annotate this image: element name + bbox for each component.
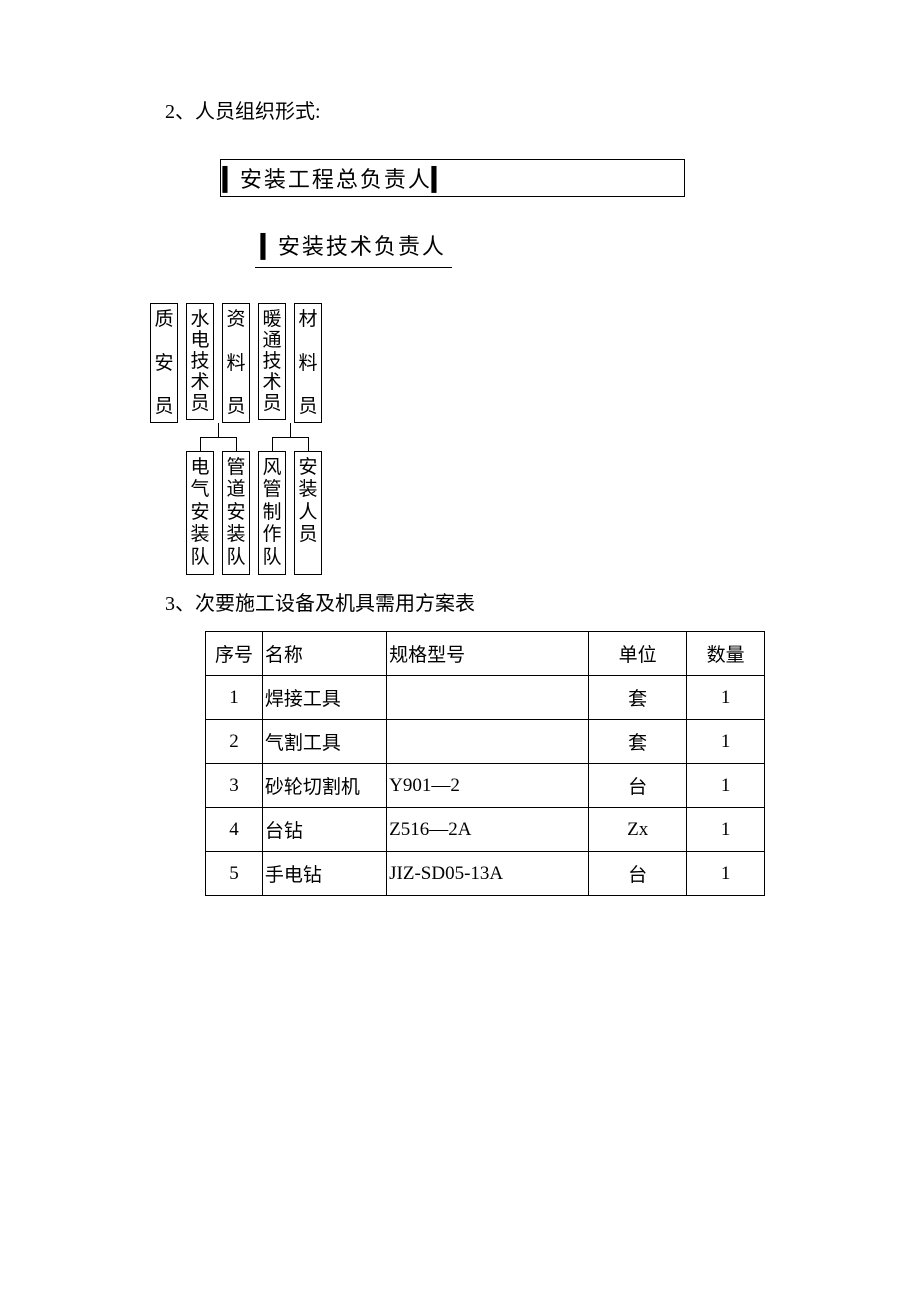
branch-col-water-elec: 水 电 技 术 员 [186, 303, 214, 423]
table-row: 2 气割工具 套 1 [206, 720, 765, 764]
tech-chief-box: ▎安装技术负责人 [255, 227, 452, 268]
branch-group-right: 风 管 制 作 队 安 装 人 员 [258, 423, 322, 575]
tech-chief-text: 安装技术负责人 [278, 234, 446, 259]
row2-right: 风 管 制 作 队 安 装 人 员 [258, 451, 322, 575]
th-spec: 规格型号 [387, 632, 589, 676]
role-doc: 资 料 员 [222, 303, 250, 423]
th-unit: 单位 [589, 632, 687, 676]
table-row: 4 台钻 Z516—2A Zx 1 [206, 808, 765, 852]
section3-title: 3、次要施工设备及机具需用方案表 [165, 587, 755, 616]
vertical-bar-left: ▎ [223, 167, 240, 192]
table-header-row: 序号 名称 规格型号 单位 数量 [206, 632, 765, 676]
vertical-bar-left: ▎ [261, 234, 278, 259]
hbranch-left [186, 437, 250, 451]
role-qa: 质 安 员 [150, 303, 178, 423]
top-chief-box: ▎安装工程总负责人▎ [220, 159, 685, 197]
role-material: 材 料 员 [294, 303, 322, 423]
role-hvac: 暖 通 技 术 员 [258, 303, 286, 420]
team-elec-install: 电 气 安 装 队 [186, 451, 214, 575]
team-install-staff: 安 装 人 员 [294, 451, 322, 575]
table-row: 3 砂轮切割机 Y901—2 台 1 [206, 764, 765, 808]
vertical-bar-right: ▎ [432, 167, 449, 192]
equipment-table: 序号 名称 规格型号 单位 数量 1 焊接工具 套 1 2 气割工具 套 1 3… [205, 631, 765, 896]
sub-box-container: ▎安装技术负责人 [255, 227, 755, 268]
table-body: 1 焊接工具 套 1 2 气割工具 套 1 3 砂轮切割机 Y901—2 台 1… [206, 676, 765, 896]
branch-col-hvac: 暖 通 技 术 员 [258, 303, 286, 423]
row2-left: 电 气 安 装 队 管 道 安 装 队 [186, 451, 250, 575]
connector-down [218, 423, 219, 437]
section2-title: 2、人员组织形式: [165, 95, 755, 124]
top-box-container: ▎安装工程总负责人▎ [220, 159, 755, 197]
row1: 质 安 员 水 电 技 术 员 资 料 员 暖 通 技 术 员 [150, 303, 755, 423]
th-name: 名称 [262, 632, 386, 676]
top-chief-text: 安装工程总负责人 [240, 167, 432, 192]
team-duct-make: 风 管 制 作 队 [258, 451, 286, 575]
th-seq: 序号 [206, 632, 263, 676]
branch-group-left: 电 气 安 装 队 管 道 安 装 队 [186, 423, 250, 575]
branches-wrap: 电 气 安 装 队 管 道 安 装 队 [150, 423, 755, 575]
team-pipe-install: 管 道 安 装 队 [222, 451, 250, 575]
connector-down [290, 423, 291, 437]
role-water-elec: 水 电 技 术 员 [186, 303, 214, 420]
table-row: 5 手电钻 JIZ-SD05-13A 台 1 [206, 852, 765, 896]
hbranch-right [258, 437, 322, 451]
table-row: 1 焊接工具 套 1 [206, 676, 765, 720]
th-qty: 数量 [687, 632, 765, 676]
org-diagram: 质 安 员 水 电 技 术 员 资 料 员 暖 通 技 术 员 [150, 303, 755, 575]
